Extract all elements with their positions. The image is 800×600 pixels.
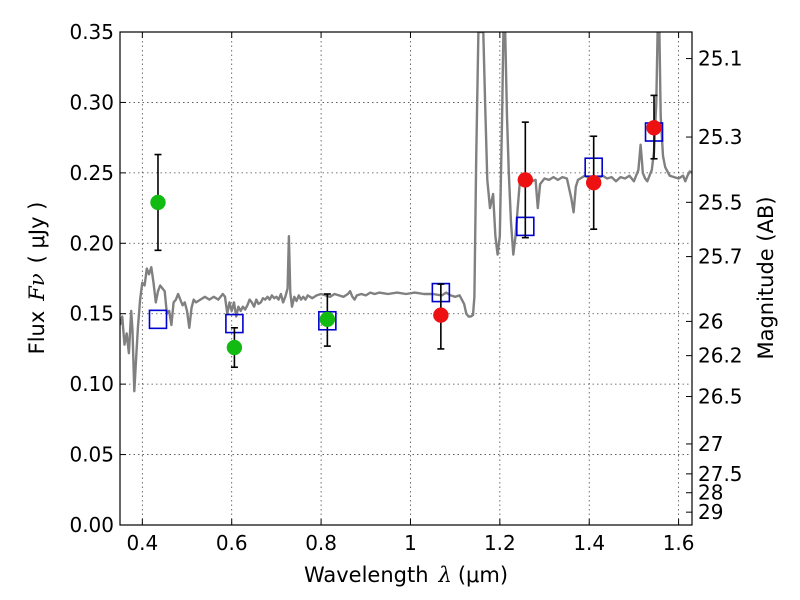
mag-tick-label: 29	[698, 500, 723, 524]
x-tick-label: 1.2	[484, 531, 516, 555]
mag-tick-label: 25.5	[698, 190, 743, 214]
mag-tick-label: 27.5	[698, 462, 743, 486]
mag-tick-label: 25.7	[698, 245, 743, 269]
mag-tick-label: 26	[698, 309, 723, 333]
y-tick-label: 0.00	[69, 513, 114, 537]
red-data-point	[585, 174, 602, 191]
grid-lines	[120, 31, 692, 526]
mag-tick-label: 26.2	[698, 344, 743, 368]
spectrum-line	[120, 32, 692, 393]
x-tick-label: 1.4	[573, 531, 605, 555]
axes: 0.4 0.6 0.8 1 1.2 1.4 1.6 0.00 0.05 0.10 0.15 0.20 0…	[69, 20, 742, 555]
x-tick-label: 0.4	[126, 531, 158, 555]
green-data-point	[150, 194, 166, 211]
mag-tick-label: 27	[698, 432, 723, 456]
x-tick-label: 0.6	[216, 531, 248, 555]
mag-tick-label: 26.5	[698, 385, 743, 409]
spectrum-layer	[120, 32, 692, 393]
y-axis-label: Flux Fν ( μJy )	[25, 202, 49, 355]
x-axis-unit: (μm)	[458, 563, 508, 587]
plot-frame	[119, 31, 693, 526]
x-tick-label: 0.8	[305, 531, 337, 555]
y-axis-unit: ( μJy )	[25, 202, 49, 264]
y-tick-label: 0.25	[69, 161, 114, 185]
y-axis-symbol: Fν	[25, 273, 49, 302]
data-marks	[148, 94, 664, 369]
green-data-point	[226, 339, 243, 356]
y2-axis-label: Magnitude (AB)	[754, 196, 778, 359]
green-data-point	[319, 311, 336, 328]
y-tick-label: 0.05	[69, 443, 114, 467]
x-tick-label: 1	[404, 531, 417, 555]
model-box	[148, 309, 168, 330]
x-axis-label: Wavelength λ (μm)	[304, 563, 508, 587]
y-tick-label: 0.35	[69, 20, 114, 44]
x-axis-label-text: Wavelength	[304, 563, 429, 587]
y-tick-label: 0.30	[69, 90, 114, 114]
y-axis-label-text: Flux	[25, 311, 49, 355]
red-data-point	[646, 120, 662, 136]
y-tick-label: 0.15	[69, 302, 114, 326]
mag-tick-label: 25.3	[698, 125, 743, 149]
red-data-point	[433, 307, 449, 323]
x-tick-label: 1.6	[663, 531, 695, 555]
mag-tick-label: 28	[698, 481, 723, 505]
mag-tick-label: 25.1	[698, 47, 743, 71]
red-data-point	[517, 172, 534, 188]
y-tick-label: 0.10	[69, 372, 114, 396]
y-tick-label: 0.20	[69, 231, 114, 255]
x-axis-symbol: λ	[438, 563, 452, 587]
